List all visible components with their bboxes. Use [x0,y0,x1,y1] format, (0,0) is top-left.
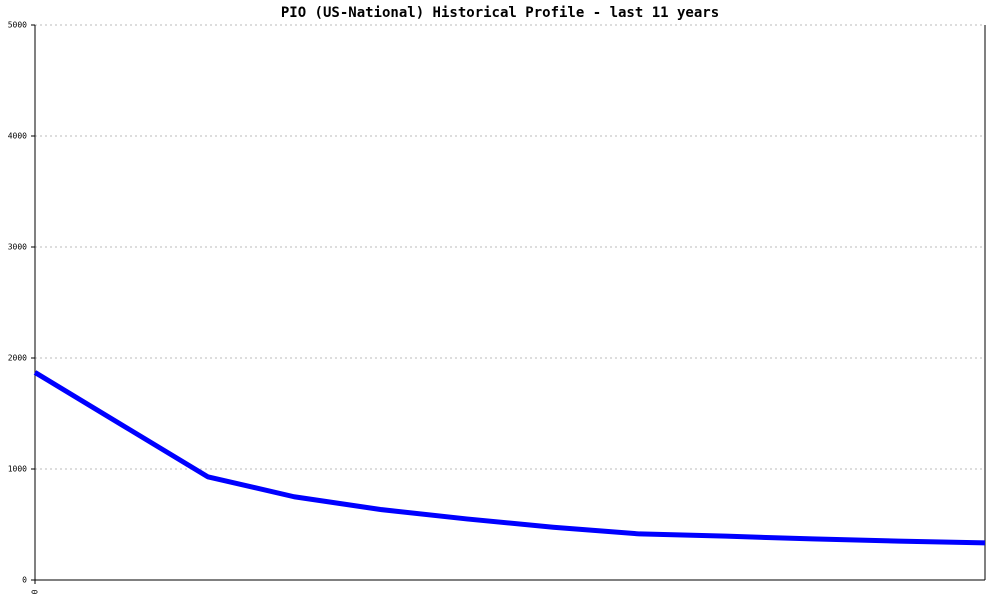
y-tick-label: 4000 [8,132,27,141]
x-tick-label: 0 [31,589,40,594]
y-tick-label: 5000 [8,21,27,30]
y-tick-label: 3000 [8,243,27,252]
y-tick-label: 0 [22,576,27,585]
y-tick-label: 2000 [8,354,27,363]
series-line [33,370,986,546]
chart-title: PIO (US-National) Historical Profile - l… [281,5,719,21]
y-tick-label: 1000 [8,465,27,474]
